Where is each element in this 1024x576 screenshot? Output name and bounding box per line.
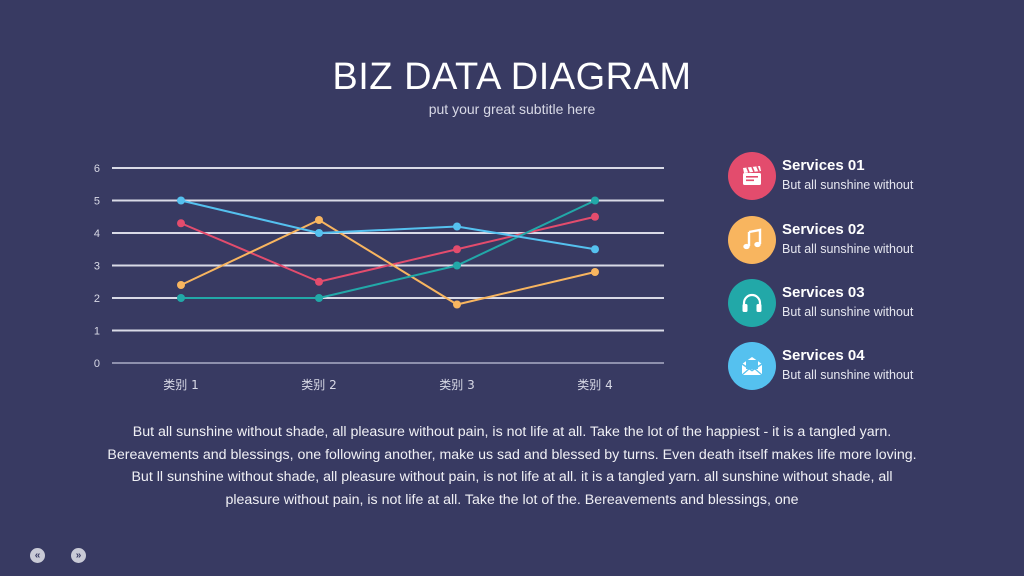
- body-line: But all sunshine without shade, all plea…: [132, 424, 892, 440]
- data-point-2: [453, 300, 461, 309]
- service-title: Services 02: [782, 221, 865, 238]
- x-tick-label: 类别 2: [301, 378, 336, 392]
- y-tick-label: 3: [94, 261, 100, 273]
- y-tick-label: 5: [94, 196, 100, 208]
- y-tick-label: 2: [94, 293, 100, 305]
- service-title: Services 03: [782, 284, 865, 301]
- clapperboard-icon: [743, 166, 761, 185]
- data-point-4: [177, 196, 185, 205]
- page-subtitle: put your great subtitle here: [428, 101, 596, 117]
- service-item-1[interactable]: Services 01 But all sunshine without: [728, 148, 1008, 200]
- service-item-2[interactable]: Services 02 But all sunshine without: [728, 212, 1008, 264]
- clapperboard-icon-circle: [728, 152, 776, 200]
- data-point-4: [591, 245, 599, 254]
- body-line: Bereavements and blessings, one followin…: [107, 446, 917, 463]
- service-description: But all sunshine without: [782, 305, 914, 319]
- headphones-icon: [742, 293, 762, 312]
- data-point-1: [315, 277, 323, 286]
- data-point-3: [591, 196, 599, 205]
- y-tick-label: 4: [94, 228, 100, 240]
- data-point-2: [591, 268, 599, 276]
- data-point-2: [177, 281, 185, 289]
- body-line: But ll sunshine without shade, all pleas…: [131, 469, 893, 485]
- service-description: But all sunshine without: [782, 178, 914, 192]
- service-title: Services 01: [782, 157, 865, 174]
- data-point-1: [453, 245, 461, 254]
- series-line-1: [180, 215, 596, 283]
- data-point-1: [591, 212, 599, 221]
- series-line-2: [180, 218, 596, 306]
- x-tick-label: 类别 3: [439, 378, 474, 392]
- music-note-icon-circle: [728, 216, 776, 264]
- mail-icon: [741, 357, 763, 376]
- line-chart: 0 1 2 3 4 5 6 类别 1 类别 2 类别 3 类别 4: [94, 163, 664, 392]
- page-title: BIZ DATA DIAGRAM: [332, 56, 692, 98]
- data-point-4: [453, 222, 461, 231]
- body-paragraph: But all sunshine without shade, all plea…: [60, 421, 964, 511]
- series-line-4: [180, 199, 596, 251]
- service-title: Services 04: [782, 347, 865, 364]
- data-point-4: [315, 229, 323, 237]
- y-tick-label: 1: [94, 326, 100, 338]
- service-description: But all sunshine without: [782, 242, 914, 256]
- prev-slide-button[interactable]: «: [30, 548, 45, 563]
- x-tick-label: 类别 1: [163, 378, 198, 392]
- service-item-4[interactable]: Services 04 But all sunshine without: [728, 338, 1008, 390]
- data-point-3: [315, 294, 323, 302]
- series-line-3: [181, 199, 596, 299]
- data-point-3: [453, 261, 461, 270]
- service-description: But all sunshine without: [782, 368, 914, 382]
- mail-icon-circle: [728, 342, 776, 390]
- x-tick-label: 类别 4: [577, 378, 612, 392]
- body-line: pleasure without pain, is not life at al…: [225, 491, 799, 508]
- next-slide-button[interactable]: »: [71, 548, 86, 563]
- data-point-2: [315, 216, 323, 224]
- service-item-3[interactable]: Services 03 But all sunshine without: [728, 275, 1008, 327]
- y-tick-label: 6: [94, 163, 100, 175]
- music-note-icon: [743, 228, 762, 250]
- headphones-icon-circle: [728, 279, 776, 327]
- data-point-1: [177, 219, 185, 228]
- data-point-3: [177, 294, 185, 302]
- y-tick-label: 0: [94, 358, 100, 370]
